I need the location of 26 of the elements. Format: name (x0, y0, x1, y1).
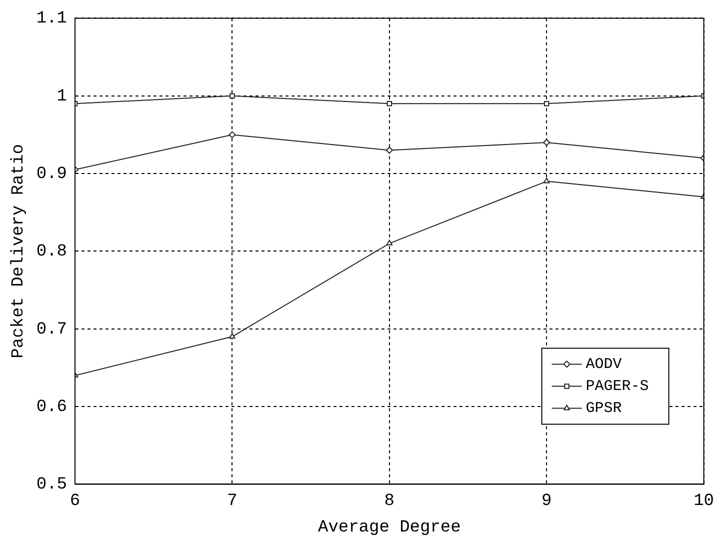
y-tick-label: 0.7 (36, 320, 68, 340)
x-tick-label: 7 (227, 492, 238, 511)
point (230, 93, 235, 98)
point (229, 333, 236, 339)
x-axis-title: Average Degree (318, 518, 461, 538)
point (543, 138, 550, 146)
y-tick-label: 1 (56, 87, 68, 106)
legend-label: GPSR (586, 400, 622, 418)
point (544, 178, 550, 184)
point (228, 131, 236, 138)
x-tick-label: 9 (542, 492, 552, 511)
point (386, 101, 392, 106)
point (386, 240, 392, 246)
y-tick-label: 0.9 (36, 165, 68, 184)
y-tick-label: 1.1 (36, 10, 68, 29)
point (386, 146, 393, 154)
y-axis-title: Packet Delivery Ratio (10, 144, 29, 358)
y-tick-label: 0.5 (36, 476, 68, 495)
x-tick-label: 6 (70, 492, 80, 511)
x-tick-label: 8 (384, 492, 395, 511)
x-tick-label: 10 (694, 492, 714, 511)
y-tick-label: 0.6 (36, 398, 68, 418)
legend-label: PAGER-S (586, 378, 649, 396)
y-tick-label: 0.8 (36, 242, 68, 262)
legend-label: AODV (586, 356, 622, 374)
point (544, 101, 550, 106)
